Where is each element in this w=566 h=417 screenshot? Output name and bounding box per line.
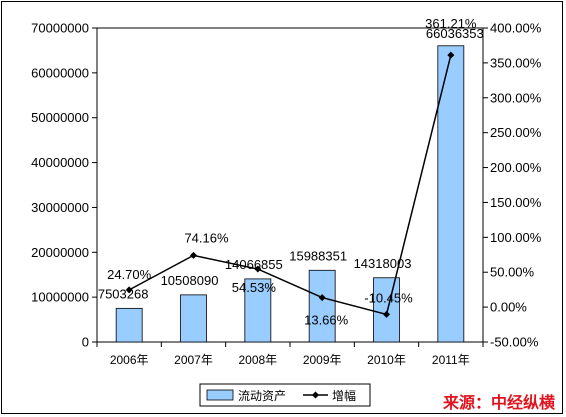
line-point xyxy=(318,294,326,302)
left-tick-label: 10000000 xyxy=(31,290,89,305)
plot-area xyxy=(96,27,484,343)
left-tick-label: 0 xyxy=(82,335,89,350)
line-path xyxy=(128,54,452,316)
right-tick-label: 400.00% xyxy=(490,21,542,36)
bar-value-label: 14066855 xyxy=(225,257,283,272)
bar xyxy=(115,307,143,343)
right-tick-label: 250.00% xyxy=(490,125,542,140)
line-point xyxy=(383,310,390,318)
line-value-label: 361.21% xyxy=(425,16,477,31)
right-tick-label: 50.00% xyxy=(490,265,535,280)
bar xyxy=(180,294,207,343)
right-tick-label: 300.00% xyxy=(490,90,542,105)
bar-value-label: 66036353 xyxy=(426,26,484,41)
line-value-label: 24.70% xyxy=(107,267,152,282)
right-tick-label: 200.00% xyxy=(490,160,542,175)
line-point xyxy=(125,286,133,294)
bar-value-label: 7503268 xyxy=(98,286,149,301)
right-tick-label: 350.00% xyxy=(490,55,542,70)
legend-line-marker xyxy=(312,391,319,399)
line-point xyxy=(447,51,455,59)
left-tick-label: 40000000 xyxy=(31,155,89,170)
right-tick-label: 150.00% xyxy=(490,195,542,210)
left-tick-label: 20000000 xyxy=(31,245,89,260)
line-value-label: 74.16% xyxy=(184,230,229,245)
axes: 0 10000000 20000000 30000000 40000000 5000000… xyxy=(31,21,542,368)
legend-bar-swatch xyxy=(206,389,234,401)
bar-value-label: 10508090 xyxy=(161,273,219,288)
category-label: 2010年 xyxy=(367,353,406,367)
bar-value-label: 14318003 xyxy=(354,256,412,271)
legend-box xyxy=(199,383,371,407)
bar xyxy=(437,45,465,343)
source-note: 来源：中经纵横 xyxy=(442,393,556,412)
right-tick-label: 0.00% xyxy=(490,300,527,315)
line-series xyxy=(125,51,455,318)
data-labels: 7503268 10508090 14066855 15988351 14318003 6… xyxy=(98,16,484,328)
left-tick-label: 50000000 xyxy=(31,110,89,125)
line-value-label: -10.45% xyxy=(364,290,413,305)
category-label: 2007年 xyxy=(174,353,213,367)
line-value-label: 54.53% xyxy=(232,280,277,295)
bar xyxy=(373,277,400,343)
legend-bar-label: 流动资产 xyxy=(238,389,286,403)
right-tick-label: -50.00% xyxy=(490,335,539,350)
category-label: 2008年 xyxy=(238,353,277,367)
line-point xyxy=(254,265,262,273)
bar-value-label: 15988351 xyxy=(289,248,347,263)
category-label: 2011年 xyxy=(432,353,470,367)
line-point xyxy=(190,251,197,259)
bar-series xyxy=(115,45,465,343)
left-tick-label: 60000000 xyxy=(31,65,89,80)
bar xyxy=(244,278,272,343)
right-tick-label: 100.00% xyxy=(490,230,542,245)
bar xyxy=(308,269,336,343)
category-label: 2006年 xyxy=(110,353,149,367)
category-label: 2009年 xyxy=(303,353,342,367)
left-tick-label: 30000000 xyxy=(31,200,89,215)
legend: 流动资产 增幅 xyxy=(199,383,371,407)
left-tick-label: 70000000 xyxy=(31,21,89,36)
legend-line-label: 增幅 xyxy=(332,388,356,403)
line-value-label: 13.66% xyxy=(304,313,349,328)
